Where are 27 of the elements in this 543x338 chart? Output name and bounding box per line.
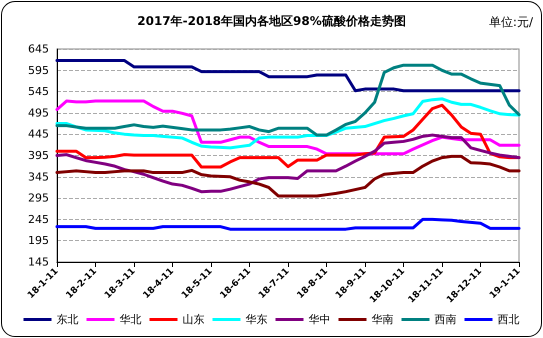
line-series bbox=[56, 104, 520, 168]
legend-label: 山东 bbox=[182, 313, 204, 326]
y-tick-label: 345 bbox=[28, 170, 49, 184]
legend-label: 华南 bbox=[372, 313, 394, 326]
legend-label: 华东 bbox=[246, 313, 268, 326]
y-tick-label: 645 bbox=[28, 42, 49, 56]
y-tick-label: 245 bbox=[28, 212, 49, 226]
y-tick-label: 495 bbox=[28, 106, 49, 120]
legend-label: 华中 bbox=[308, 313, 330, 326]
line-series bbox=[56, 134, 520, 194]
legend-label: 华北 bbox=[120, 313, 142, 326]
y-tick-label: 145 bbox=[28, 256, 49, 268]
line-series bbox=[56, 154, 520, 198]
legend-label: 东北 bbox=[56, 313, 78, 326]
y-tick-label: 395 bbox=[28, 149, 49, 162]
chart-title: 2017年-2018年国内各地区98%硫酸价格走势图 bbox=[137, 14, 406, 28]
text: 单位:元/ bbox=[488, 15, 534, 29]
line-series bbox=[56, 64, 520, 137]
line-series bbox=[56, 59, 520, 92]
y-tick-label: 195 bbox=[28, 234, 49, 248]
y-tick-label: 295 bbox=[28, 192, 49, 205]
legend-label: 西北 bbox=[498, 313, 520, 326]
line-series bbox=[56, 218, 520, 231]
y-tick-label: 545 bbox=[28, 85, 49, 98]
y-tick-label: 595 bbox=[28, 64, 49, 77]
y-tick-label: 445 bbox=[28, 128, 49, 141]
legend-label: 西南 bbox=[434, 313, 456, 326]
